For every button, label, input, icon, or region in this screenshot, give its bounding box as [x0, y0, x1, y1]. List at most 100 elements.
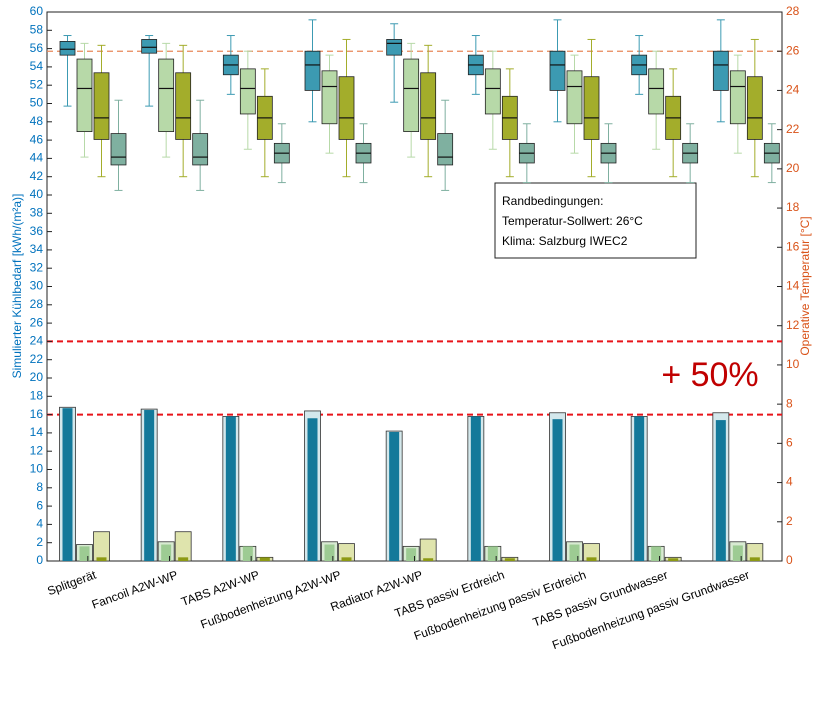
text-box: [494, 182, 697, 259]
bar: [406, 548, 417, 561]
y-tick-label: 36: [30, 224, 44, 238]
box: [59, 41, 76, 56]
x-tick-label: Fußbodenheizung A2W-WP: [199, 568, 343, 632]
box: [566, 70, 583, 125]
y2-tick-label: 6: [786, 436, 793, 450]
y-tick-label: 38: [30, 205, 44, 219]
bar: [93, 531, 110, 562]
y-tick-label: 58: [30, 22, 44, 36]
y2-tick-label: 10: [786, 357, 800, 371]
bar: [307, 418, 318, 561]
text-box-line: Randbedingungen:: [502, 194, 603, 208]
bar: [389, 431, 400, 561]
box: [110, 133, 127, 166]
y-tick-label: 48: [30, 114, 44, 128]
bar: [324, 544, 335, 561]
bar: [651, 546, 662, 561]
y-tick-label: 24: [30, 334, 44, 348]
y2-tick-label: 8: [786, 396, 793, 410]
box: [175, 72, 192, 140]
y2-axis-label: Operative Temperatur [°C]: [798, 216, 812, 355]
y-tick-label: 22: [30, 352, 44, 366]
bar: [259, 557, 270, 561]
box: [239, 68, 256, 115]
box: [549, 50, 566, 91]
y-tick-label: 18: [30, 388, 44, 402]
box: [403, 58, 420, 133]
box: [386, 39, 403, 56]
bar: [586, 557, 597, 561]
bar: [634, 416, 645, 561]
y2-tick-label: 0: [786, 553, 793, 567]
bar: [62, 408, 73, 561]
y-tick-label: 28: [30, 297, 44, 311]
box: [93, 72, 110, 140]
box: [712, 50, 729, 91]
y2-tick-label: 4: [786, 475, 793, 489]
box: [76, 58, 93, 133]
bar: [470, 416, 481, 561]
bar: [423, 558, 434, 561]
bar: [161, 544, 172, 561]
box: [321, 70, 338, 125]
y-tick-label: 34: [30, 242, 44, 256]
box: [338, 76, 355, 140]
bar: [242, 546, 253, 561]
y-tick-label: 30: [30, 279, 44, 293]
y2-tick-label: 24: [786, 83, 800, 97]
y-tick-label: 42: [30, 169, 44, 183]
box: [141, 39, 158, 54]
box: [583, 76, 600, 140]
y-tick-label: 44: [30, 151, 44, 165]
y-tick-label: 8: [36, 480, 43, 494]
y2-tick-label: 2: [786, 514, 793, 528]
y-tick-label: 0: [36, 553, 43, 567]
y-tick-label: 10: [30, 462, 44, 476]
y-tick-label: 52: [30, 77, 44, 91]
bar: [668, 558, 679, 561]
y2-tick-label: 14: [786, 279, 800, 293]
y-tick-label: 12: [30, 443, 44, 457]
y-tick-label: 2: [36, 535, 43, 549]
bar: [225, 416, 236, 561]
box: [648, 68, 665, 115]
bar: [715, 420, 726, 561]
x-tick-label: Splitgerät: [46, 567, 99, 598]
y-tick-label: 54: [30, 59, 44, 73]
bar: [341, 557, 352, 561]
box: [192, 133, 209, 166]
box: [729, 70, 746, 125]
bar: [487, 546, 498, 561]
y-tick-label: 26: [30, 315, 44, 329]
y-tick-label: 20: [30, 370, 44, 384]
y-tick-label: 60: [30, 4, 44, 18]
y-tick-label: 46: [30, 132, 44, 146]
y-tick-label: 6: [36, 498, 43, 512]
bar: [569, 544, 580, 561]
bar: [749, 557, 760, 561]
text-box-line: Temperatur-Sollwert: 26°C: [502, 214, 643, 228]
y2-tick-label: 22: [786, 122, 800, 136]
box: [304, 50, 321, 91]
bar: [504, 558, 515, 561]
y2-tick-label: 16: [786, 239, 800, 253]
bar: [144, 410, 155, 561]
bar: [552, 419, 563, 561]
y2-tick-label: 18: [786, 200, 800, 214]
annotation: + 50%: [661, 356, 758, 394]
y2-tick-label: 26: [786, 43, 800, 57]
box: [746, 76, 763, 140]
bar: [178, 557, 189, 561]
bar: [79, 546, 90, 561]
bar: [174, 531, 192, 562]
box: [437, 133, 454, 166]
bar: [419, 538, 437, 562]
box: [420, 72, 437, 140]
y-tick-label: 40: [30, 187, 44, 201]
y-tick-label: 14: [30, 425, 44, 439]
y-axis-label: Simulierter Kühlbedarf [kWh/(m²a)]: [10, 194, 24, 379]
bar: [732, 545, 743, 561]
y-tick-label: 16: [30, 407, 44, 421]
bar: [96, 557, 107, 561]
